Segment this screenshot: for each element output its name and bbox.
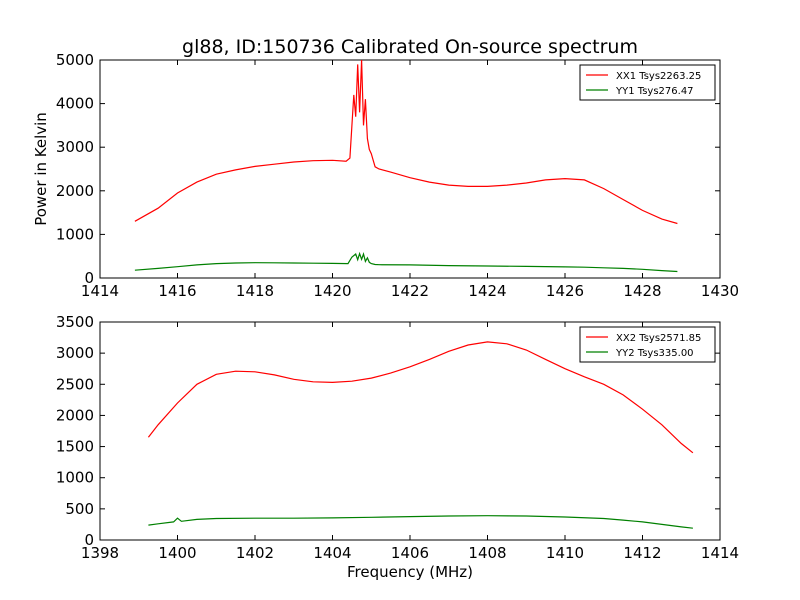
legend-box [579,64,716,101]
y-tick-label: 500 [65,500,94,518]
x-tick-label: 1430 [701,282,739,300]
y-tick-label: 0 [84,531,94,549]
x-tick-label: 1406 [391,544,429,562]
x-tick-label: 1414 [81,282,119,300]
y-tick-label: 2500 [56,375,94,393]
x-tick-label: 1400 [158,544,196,562]
x-tick-label: 1398 [81,544,119,562]
y-axis-label: Power in Kelvin [32,112,50,226]
x-tick-label: 1402 [236,544,274,562]
x-tick-label: 1420 [313,282,351,300]
y-tick-label: 2000 [56,182,94,200]
top-plot: 1414 1416 1418 1420 1422 1424 1426 1428 1430 0 100… [56,51,739,300]
y-tick-label: 1000 [56,469,94,487]
legend-label: YY2 Tsys335.00 [615,348,694,359]
legend-label: YY1 Tsys276.47 [615,86,694,97]
y-tick-label: 2000 [56,406,94,424]
y-tick-label: 3000 [56,344,94,362]
y-tick-label: 3500 [56,313,94,331]
x-tick-label: 1404 [313,544,351,562]
legend: XX1 Tsys2263.25 YY1 Tsys276.47 [579,64,716,101]
legend-box [579,326,716,363]
series-line-xx2 [147,341,694,454]
y-tick-label: 5000 [56,51,94,69]
x-tick-label: 1422 [391,282,429,300]
x-tick-label: 1410 [546,544,584,562]
y-tick-label: 1500 [56,438,94,456]
series-line-yy1 [134,251,678,273]
series-line-yy2 [148,515,693,529]
chart-title: gl88, ID:150736 Calibrated On-source spe… [182,36,638,58]
x-tick-label: 1428 [623,282,661,300]
legend-label: XX1 Tsys2263.25 [616,71,701,82]
bottom-plot: 1398 1400 1402 1404 1406 1408 1410 1412 1414 0 500… [56,313,739,562]
x-tick-label: 1416 [158,282,196,300]
x-tick-label: 1424 [468,282,506,300]
series-line-xx1 [134,59,678,225]
y-tick-label: 4000 [56,95,94,113]
y-tick-label: 1000 [56,225,94,243]
x-tick-label: 1408 [468,544,506,562]
x-tick-label: 1418 [236,282,274,300]
legend: XX2 Tsys2571.85 YY2 Tsys335.00 [579,326,716,363]
x-tick-label: 1414 [701,544,739,562]
x-tick-label: 1412 [623,544,661,562]
x-axis-label: Frequency (MHz) [347,563,473,581]
y-tick-label: 3000 [56,138,94,156]
x-tick-label: 1426 [546,282,584,300]
legend-label: XX2 Tsys2571.85 [616,333,701,344]
y-tick-label: 0 [84,269,94,287]
